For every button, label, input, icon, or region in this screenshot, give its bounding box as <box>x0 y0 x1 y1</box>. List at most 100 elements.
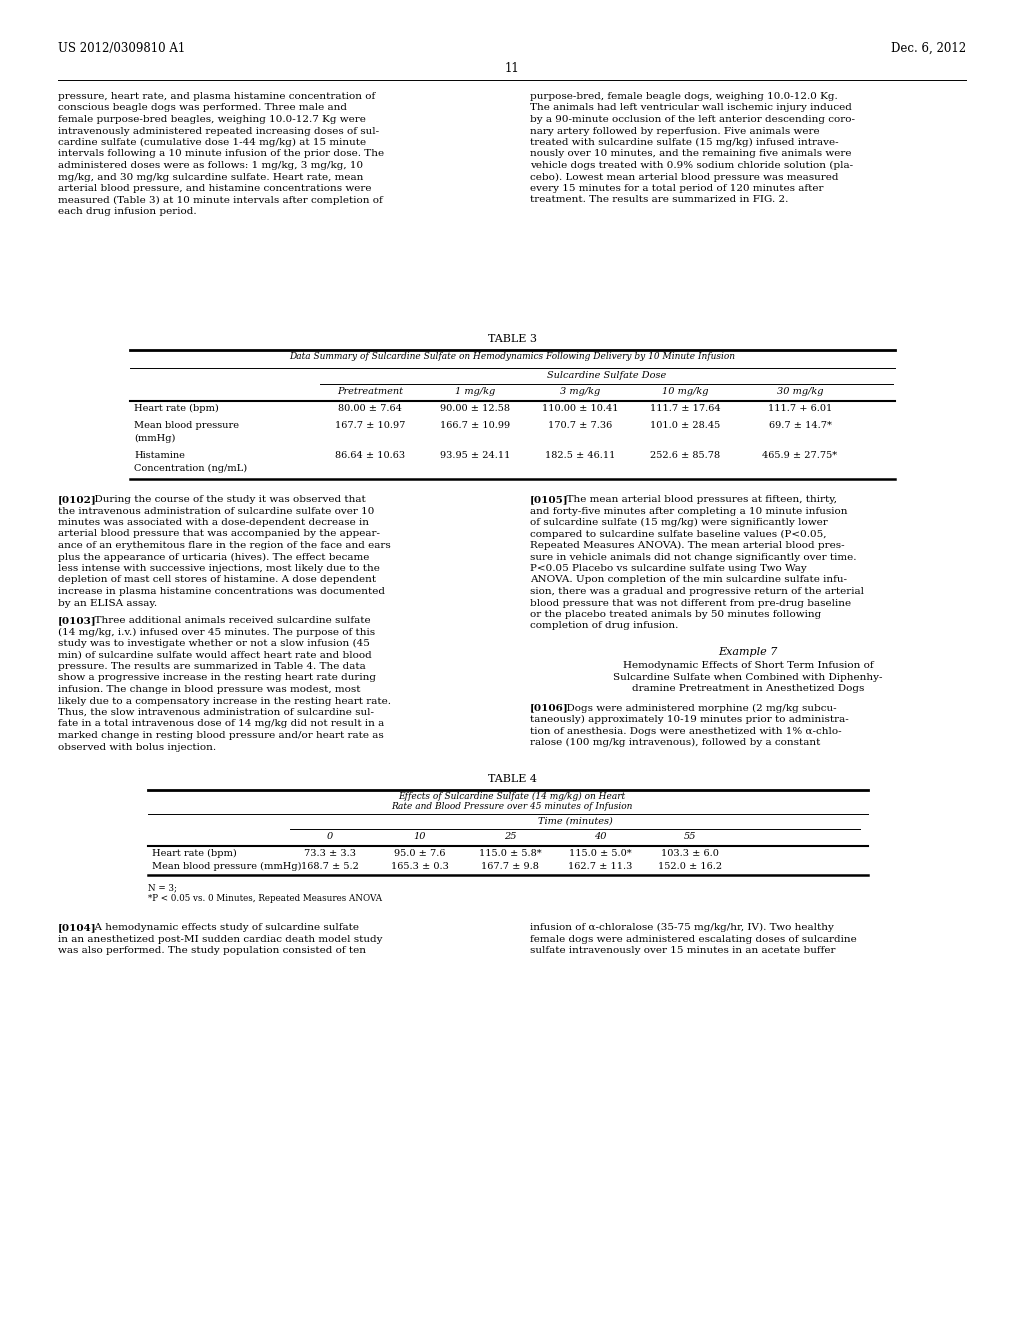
Text: 90.00 ± 12.58: 90.00 ± 12.58 <box>440 404 510 413</box>
Text: 25: 25 <box>504 832 516 841</box>
Text: Histamine: Histamine <box>134 451 185 459</box>
Text: Three additional animals received sulcardine sulfate: Three additional animals received sulcar… <box>88 616 371 624</box>
Text: 10: 10 <box>414 832 426 841</box>
Text: Concentration (ng/mL): Concentration (ng/mL) <box>134 465 247 473</box>
Text: 95.0 ± 7.6: 95.0 ± 7.6 <box>394 849 445 858</box>
Text: Heart rate (bpm): Heart rate (bpm) <box>152 849 237 858</box>
Text: 103.3 ± 6.0: 103.3 ± 6.0 <box>662 849 719 858</box>
Text: 1 mg/kg: 1 mg/kg <box>455 387 496 396</box>
Text: 168.7 ± 5.2: 168.7 ± 5.2 <box>301 862 359 871</box>
Text: 166.7 ± 10.99: 166.7 ± 10.99 <box>440 421 510 430</box>
Text: ralose (100 mg/kg intravenous), followed by a constant: ralose (100 mg/kg intravenous), followed… <box>530 738 820 747</box>
Text: female dogs were administered escalating doses of sulcardine: female dogs were administered escalating… <box>530 935 857 944</box>
Text: 111.7 ± 17.64: 111.7 ± 17.64 <box>649 404 720 413</box>
Text: *P < 0.05 vs. 0 Minutes, Repeated Measures ANOVA: *P < 0.05 vs. 0 Minutes, Repeated Measur… <box>148 894 382 903</box>
Text: 165.3 ± 0.3: 165.3 ± 0.3 <box>391 862 449 871</box>
Text: 115.0 ± 5.0*: 115.0 ± 5.0* <box>568 849 632 858</box>
Text: the intravenous administration of sulcardine sulfate over 10: the intravenous administration of sulcar… <box>58 507 375 516</box>
Text: Data Summary of Sulcardine Sulfate on Hemodynamics Following Delivery by 10 Minu: Data Summary of Sulcardine Sulfate on He… <box>289 352 735 360</box>
Text: dramine Pretreatment in Anesthetized Dogs: dramine Pretreatment in Anesthetized Dog… <box>632 684 864 693</box>
Text: 0: 0 <box>327 832 333 841</box>
Text: pressure. The results are summarized in Table 4. The data: pressure. The results are summarized in … <box>58 663 366 671</box>
Text: N = 3;: N = 3; <box>148 883 177 892</box>
Text: Effects of Sulcardine Sulfate (14 mg/kg) on Heart: Effects of Sulcardine Sulfate (14 mg/kg)… <box>398 792 626 801</box>
Text: 93.95 ± 24.11: 93.95 ± 24.11 <box>440 451 510 459</box>
Text: [0105]: [0105] <box>530 495 568 504</box>
Text: The animals had left ventricular wall ischemic injury induced: The animals had left ventricular wall is… <box>530 103 852 112</box>
Text: cardine sulfate (cumulative dose 1-44 mg/kg) at 15 minute: cardine sulfate (cumulative dose 1-44 mg… <box>58 139 367 147</box>
Text: infusion of α-chloralose (35-75 mg/kg/hr, IV). Two healthy: infusion of α-chloralose (35-75 mg/kg/hr… <box>530 923 834 932</box>
Text: During the course of the study it was observed that: During the course of the study it was ob… <box>88 495 366 504</box>
Text: Rate and Blood Pressure over 45 minutes of Infusion: Rate and Blood Pressure over 45 minutes … <box>391 803 633 810</box>
Text: 167.7 ± 10.97: 167.7 ± 10.97 <box>335 421 406 430</box>
Text: (14 mg/kg, i.v.) infused over 45 minutes. The purpose of this: (14 mg/kg, i.v.) infused over 45 minutes… <box>58 627 375 636</box>
Text: 80.00 ± 7.64: 80.00 ± 7.64 <box>338 404 402 413</box>
Text: plus the appearance of urticaria (hives). The effect became: plus the appearance of urticaria (hives)… <box>58 553 370 561</box>
Text: (mmHg): (mmHg) <box>134 434 175 444</box>
Text: compared to sulcardine sulfate baseline values (P<0.05,: compared to sulcardine sulfate baseline … <box>530 529 826 539</box>
Text: and forty-five minutes after completing a 10 minute infusion: and forty-five minutes after completing … <box>530 507 848 516</box>
Text: Mean blood pressure (mmHg): Mean blood pressure (mmHg) <box>152 862 301 871</box>
Text: 30 mg/kg: 30 mg/kg <box>777 387 823 396</box>
Text: Example 7: Example 7 <box>718 647 777 657</box>
Text: 152.0 ± 16.2: 152.0 ± 16.2 <box>658 862 722 871</box>
Text: [0104]: [0104] <box>58 923 96 932</box>
Text: show a progressive increase in the resting heart rate during: show a progressive increase in the resti… <box>58 673 376 682</box>
Text: intervals following a 10 minute infusion of the prior dose. The: intervals following a 10 minute infusion… <box>58 149 384 158</box>
Text: vehicle dogs treated with 0.9% sodium chloride solution (pla-: vehicle dogs treated with 0.9% sodium ch… <box>530 161 853 170</box>
Text: arterial blood pressure that was accompanied by the appear-: arterial blood pressure that was accompa… <box>58 529 380 539</box>
Text: Thus, the slow intravenous administration of sulcardine sul-: Thus, the slow intravenous administratio… <box>58 708 374 717</box>
Text: Hemodynamic Effects of Short Term Infusion of: Hemodynamic Effects of Short Term Infusi… <box>623 661 873 671</box>
Text: Pretreatment: Pretreatment <box>337 387 403 396</box>
Text: nously over 10 minutes, and the remaining five animals were: nously over 10 minutes, and the remainin… <box>530 149 852 158</box>
Text: The mean arterial blood pressures at fifteen, thirty,: The mean arterial blood pressures at fif… <box>560 495 837 504</box>
Text: infusion. The change in blood pressure was modest, most: infusion. The change in blood pressure w… <box>58 685 360 694</box>
Text: blood pressure that was not different from pre-drug baseline: blood pressure that was not different fr… <box>530 598 851 607</box>
Text: Time (minutes): Time (minutes) <box>538 817 612 826</box>
Text: TABLE 3: TABLE 3 <box>487 334 537 345</box>
Text: 69.7 ± 14.7*: 69.7 ± 14.7* <box>769 421 831 430</box>
Text: Sulcardine Sulfate when Combined with Diphenhy-: Sulcardine Sulfate when Combined with Di… <box>613 672 883 681</box>
Text: [0103]: [0103] <box>58 616 96 624</box>
Text: marked change in resting blood pressure and/or heart rate as: marked change in resting blood pressure … <box>58 731 384 741</box>
Text: 10 mg/kg: 10 mg/kg <box>662 387 709 396</box>
Text: 162.7 ± 11.3: 162.7 ± 11.3 <box>568 862 632 871</box>
Text: 115.0 ± 5.8*: 115.0 ± 5.8* <box>478 849 542 858</box>
Text: study was to investigate whether or not a slow infusion (45: study was to investigate whether or not … <box>58 639 370 648</box>
Text: ance of an erythemitous flare in the region of the face and ears: ance of an erythemitous flare in the reg… <box>58 541 391 550</box>
Text: each drug infusion period.: each drug infusion period. <box>58 207 197 216</box>
Text: by an ELISA assay.: by an ELISA assay. <box>58 598 157 607</box>
Text: minutes was associated with a dose-dependent decrease in: minutes was associated with a dose-depen… <box>58 517 369 527</box>
Text: 465.9 ± 27.75*: 465.9 ± 27.75* <box>763 451 838 459</box>
Text: measured (Table 3) at 10 minute intervals after completion of: measured (Table 3) at 10 minute interval… <box>58 195 383 205</box>
Text: mg/kg, and 30 mg/kg sulcardine sulfate. Heart rate, mean: mg/kg, and 30 mg/kg sulcardine sulfate. … <box>58 173 364 181</box>
Text: A hemodynamic effects study of sulcardine sulfate: A hemodynamic effects study of sulcardin… <box>88 923 359 932</box>
Text: Dogs were administered morphine (2 mg/kg subcu-: Dogs were administered morphine (2 mg/kg… <box>560 704 837 713</box>
Text: 111.7 + 6.01: 111.7 + 6.01 <box>768 404 833 413</box>
Text: nary artery followed by reperfusion. Five animals were: nary artery followed by reperfusion. Fiv… <box>530 127 819 136</box>
Text: completion of drug infusion.: completion of drug infusion. <box>530 622 678 631</box>
Text: tion of anesthesia. Dogs were anesthetized with 1% α-chlo-: tion of anesthesia. Dogs were anesthetiz… <box>530 726 842 735</box>
Text: less intense with successive injections, most likely due to the: less intense with successive injections,… <box>58 564 380 573</box>
Text: of sulcardine sulfate (15 mg/kg) were significantly lower: of sulcardine sulfate (15 mg/kg) were si… <box>530 517 827 527</box>
Text: TABLE 4: TABLE 4 <box>487 774 537 784</box>
Text: [0102]: [0102] <box>58 495 96 504</box>
Text: pressure, heart rate, and plasma histamine concentration of: pressure, heart rate, and plasma histami… <box>58 92 375 102</box>
Text: Repeated Measures ANOVA). The mean arterial blood pres-: Repeated Measures ANOVA). The mean arter… <box>530 541 845 550</box>
Text: fate in a total intravenous dose of 14 mg/kg did not result in a: fate in a total intravenous dose of 14 m… <box>58 719 384 729</box>
Text: intravenously administered repeated increasing doses of sul-: intravenously administered repeated incr… <box>58 127 379 136</box>
Text: Dec. 6, 2012: Dec. 6, 2012 <box>891 42 966 55</box>
Text: 167.7 ± 9.8: 167.7 ± 9.8 <box>481 862 539 871</box>
Text: sure in vehicle animals did not change significantly over time.: sure in vehicle animals did not change s… <box>530 553 856 561</box>
Text: 86.64 ± 10.63: 86.64 ± 10.63 <box>335 451 406 459</box>
Text: administered doses were as follows: 1 mg/kg, 3 mg/kg, 10: administered doses were as follows: 1 mg… <box>58 161 364 170</box>
Text: depletion of mast cell stores of histamine. A dose dependent: depletion of mast cell stores of histami… <box>58 576 376 585</box>
Text: 182.5 ± 46.11: 182.5 ± 46.11 <box>545 451 615 459</box>
Text: observed with bolus injection.: observed with bolus injection. <box>58 742 216 751</box>
Text: female purpose-bred beagles, weighing 10.0-12.7 Kg were: female purpose-bred beagles, weighing 10… <box>58 115 366 124</box>
Text: treatment. The results are summarized in FIG. 2.: treatment. The results are summarized in… <box>530 195 788 205</box>
Text: or the placebo treated animals by 50 minutes following: or the placebo treated animals by 50 min… <box>530 610 821 619</box>
Text: 40: 40 <box>594 832 606 841</box>
Text: increase in plasma histamine concentrations was documented: increase in plasma histamine concentrati… <box>58 587 385 597</box>
Text: likely due to a compensatory increase in the resting heart rate.: likely due to a compensatory increase in… <box>58 697 391 705</box>
